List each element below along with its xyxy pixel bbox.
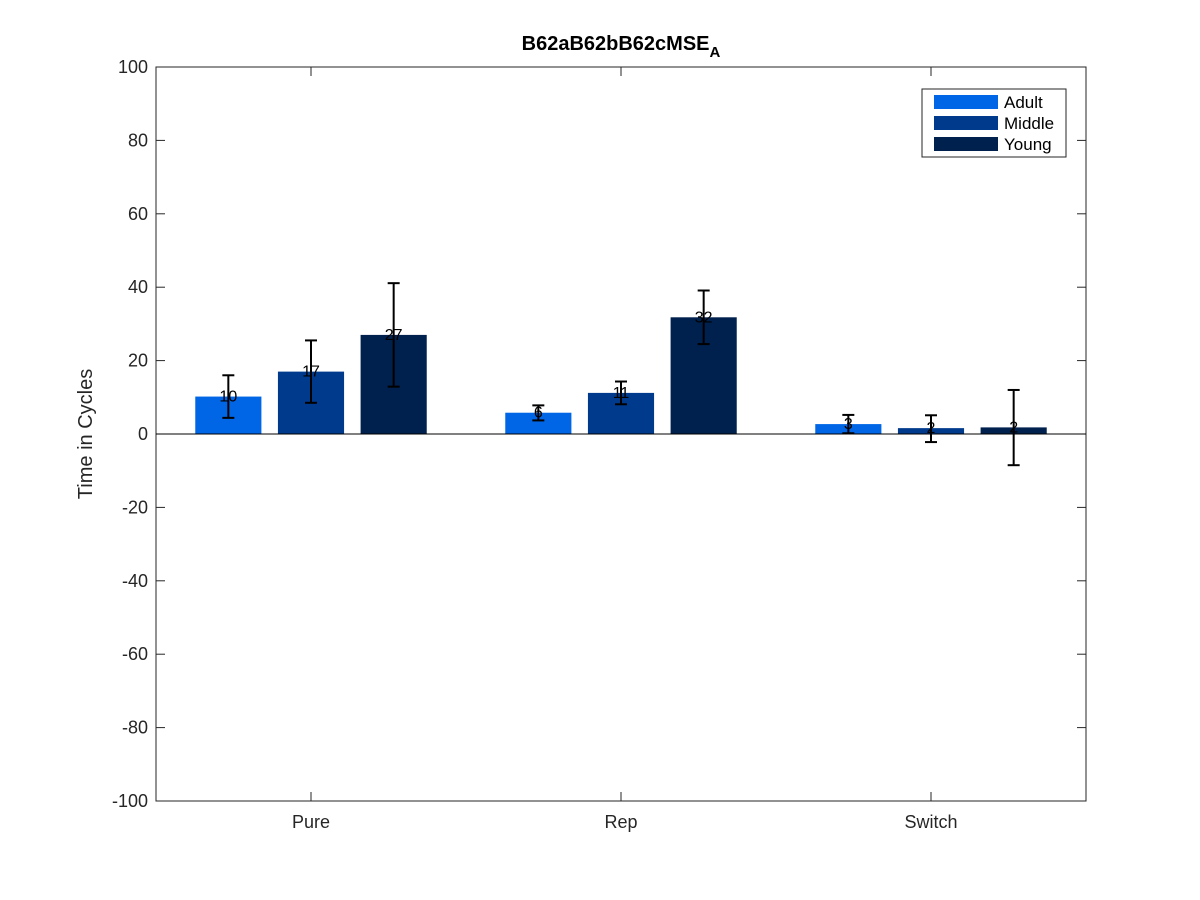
legend-swatch-young: [934, 137, 998, 151]
data-label-adult: 10: [219, 389, 237, 406]
legend-swatch-adult: [934, 95, 998, 109]
data-labels: 10 6 3 17 11 2 27 32 2: [219, 309, 1018, 437]
y-tick-label: 100: [118, 57, 148, 77]
y-tick-label: 80: [128, 130, 148, 150]
y-tick-label: 0: [138, 424, 148, 444]
y-tick-label: 40: [128, 277, 148, 297]
y-tick-label: 20: [128, 351, 148, 371]
y-tick-label: -100: [112, 791, 148, 811]
x-tick-label: Pure: [292, 812, 330, 832]
data-label-adult: 6: [534, 405, 543, 422]
legend-label-middle: Middle: [1004, 114, 1054, 133]
data-label-young: 32: [695, 309, 713, 326]
data-label-middle: 2: [927, 420, 936, 437]
data-label-young: 2: [1009, 419, 1018, 436]
legend-swatch-middle: [934, 116, 998, 130]
y-tick-label: 60: [128, 204, 148, 224]
y-tick-label: -40: [122, 571, 148, 591]
data-label-young: 27: [385, 327, 403, 344]
y-tick-label: -60: [122, 644, 148, 664]
legend-label-adult: Adult: [1004, 93, 1043, 112]
legend-label-young: Young: [1004, 135, 1052, 154]
axes: -100 -80 -60 -40 -20 0 20 40 60 80 100 Pure Rep Switc…: [112, 57, 1087, 832]
x-tick-label: Switch: [904, 812, 957, 832]
x-tick-label: Rep: [604, 812, 637, 832]
data-label-adult: 3: [844, 416, 853, 433]
chart-title-subscript: A: [710, 44, 721, 61]
bars: [195, 317, 1047, 434]
data-label-middle: 17: [302, 364, 320, 381]
y-axis-label: Time in Cycles: [75, 369, 97, 499]
y-tick-label: -80: [122, 718, 148, 738]
error-bars: [222, 282, 1020, 467]
data-label-middle: 11: [613, 385, 630, 402]
chart-title: B62aB62bB62cMSEA: [522, 33, 721, 61]
y-tick-label: -20: [122, 497, 148, 517]
chart-title-main: B62aB62bB62cMSE: [522, 33, 710, 55]
bar-adult: [505, 412, 572, 434]
legend: Adult Middle Young: [921, 88, 1067, 158]
